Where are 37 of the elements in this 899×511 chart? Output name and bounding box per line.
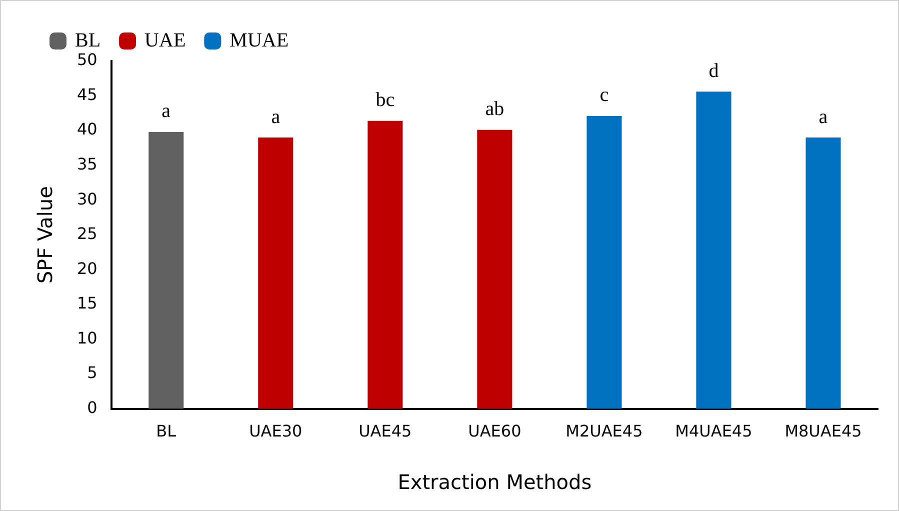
annotation: ab	[485, 98, 504, 120]
annotation: c	[600, 84, 609, 106]
x-axis-title: Extraction Methods	[398, 470, 592, 494]
bar	[368, 120, 403, 409]
x-tick-label: UAE30	[249, 422, 302, 441]
bar	[258, 138, 294, 409]
y-tick-label: 25	[77, 224, 98, 244]
bar	[477, 130, 512, 409]
bar	[696, 92, 732, 409]
bar	[806, 138, 841, 409]
annotation: d	[708, 60, 719, 82]
x-tick-label: UAE60	[468, 422, 522, 441]
y-tick-label: 0	[87, 398, 98, 417]
annotation: bc	[376, 89, 395, 112]
y-tick-label: 5	[87, 363, 98, 382]
y-tick-label: 10	[77, 328, 98, 348]
x-tick-label: M8UAE45	[784, 422, 862, 441]
x-tick-label: BL	[156, 422, 176, 441]
legend-label: MUAE	[230, 29, 289, 52]
y-tick-label: 40	[77, 120, 98, 139]
y-tick-label: 20	[77, 258, 98, 278]
x-tick-label: UAE45	[358, 422, 412, 441]
y-axis-title: SPF Value	[33, 186, 58, 284]
legend-label: BL	[75, 29, 101, 52]
annotation: a	[818, 106, 828, 128]
legend-label: UAE	[144, 29, 186, 52]
y-tick-label: 50	[77, 50, 98, 70]
x-tick-label: M4UAE45	[675, 422, 752, 441]
x-tick-label: M2UAE45	[566, 422, 643, 441]
y-tick-label: 45	[77, 84, 98, 104]
bar	[586, 116, 622, 409]
y-tick-label: 30	[77, 189, 98, 208]
bar	[148, 132, 184, 409]
y-tick-label: 15	[77, 294, 98, 313]
annotation: a	[162, 100, 171, 122]
annotation: a	[271, 106, 280, 128]
y-tick-label: 35	[77, 154, 98, 174]
